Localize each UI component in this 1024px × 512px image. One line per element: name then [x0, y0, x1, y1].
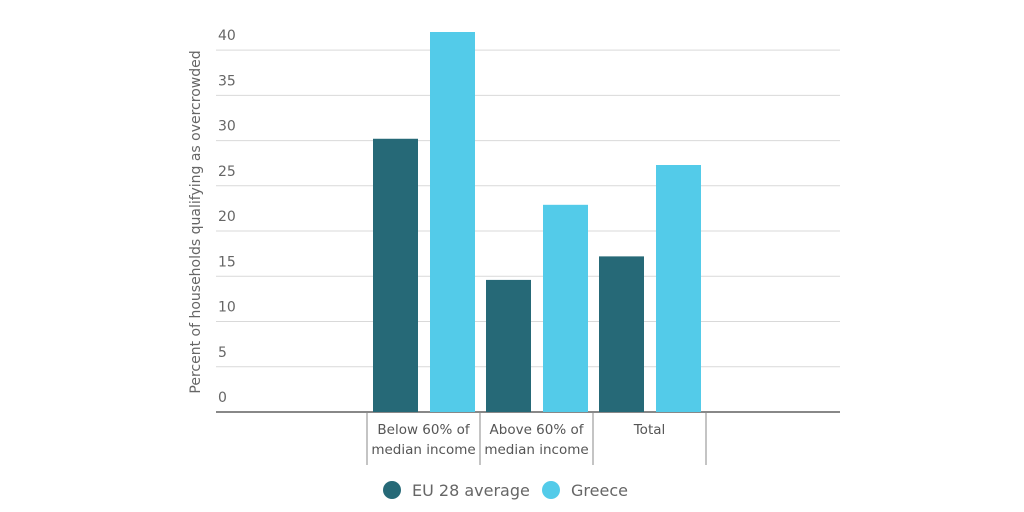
y-tick-label: 20 — [218, 209, 236, 225]
y-tick-label: 10 — [218, 300, 236, 316]
x-tick-label: Total — [633, 422, 666, 438]
y-tick-label: 25 — [218, 164, 236, 180]
y-tick-label: 0 — [218, 390, 227, 406]
y-tick-label: 35 — [218, 73, 236, 89]
x-tick-label: Above 60% of median income — [484, 422, 589, 458]
bar — [373, 138, 418, 412]
y-tick-label: 40 — [218, 28, 236, 44]
y-axis-label: Percent of households qualifying as over… — [188, 50, 204, 393]
bar — [656, 165, 701, 412]
legend-marker — [542, 481, 560, 499]
legend-marker — [383, 481, 401, 499]
legend-label: EU 28 average — [412, 481, 530, 500]
legend-label: Greece — [571, 481, 628, 500]
y-tick-label: 15 — [218, 254, 236, 270]
y-tick-label: 5 — [218, 345, 227, 361]
bar — [430, 32, 475, 412]
bar — [486, 279, 531, 412]
bar — [543, 204, 588, 412]
x-tick-label: Below 60% of median income — [371, 422, 476, 458]
bar — [599, 256, 644, 412]
y-tick-label: 30 — [218, 119, 236, 135]
